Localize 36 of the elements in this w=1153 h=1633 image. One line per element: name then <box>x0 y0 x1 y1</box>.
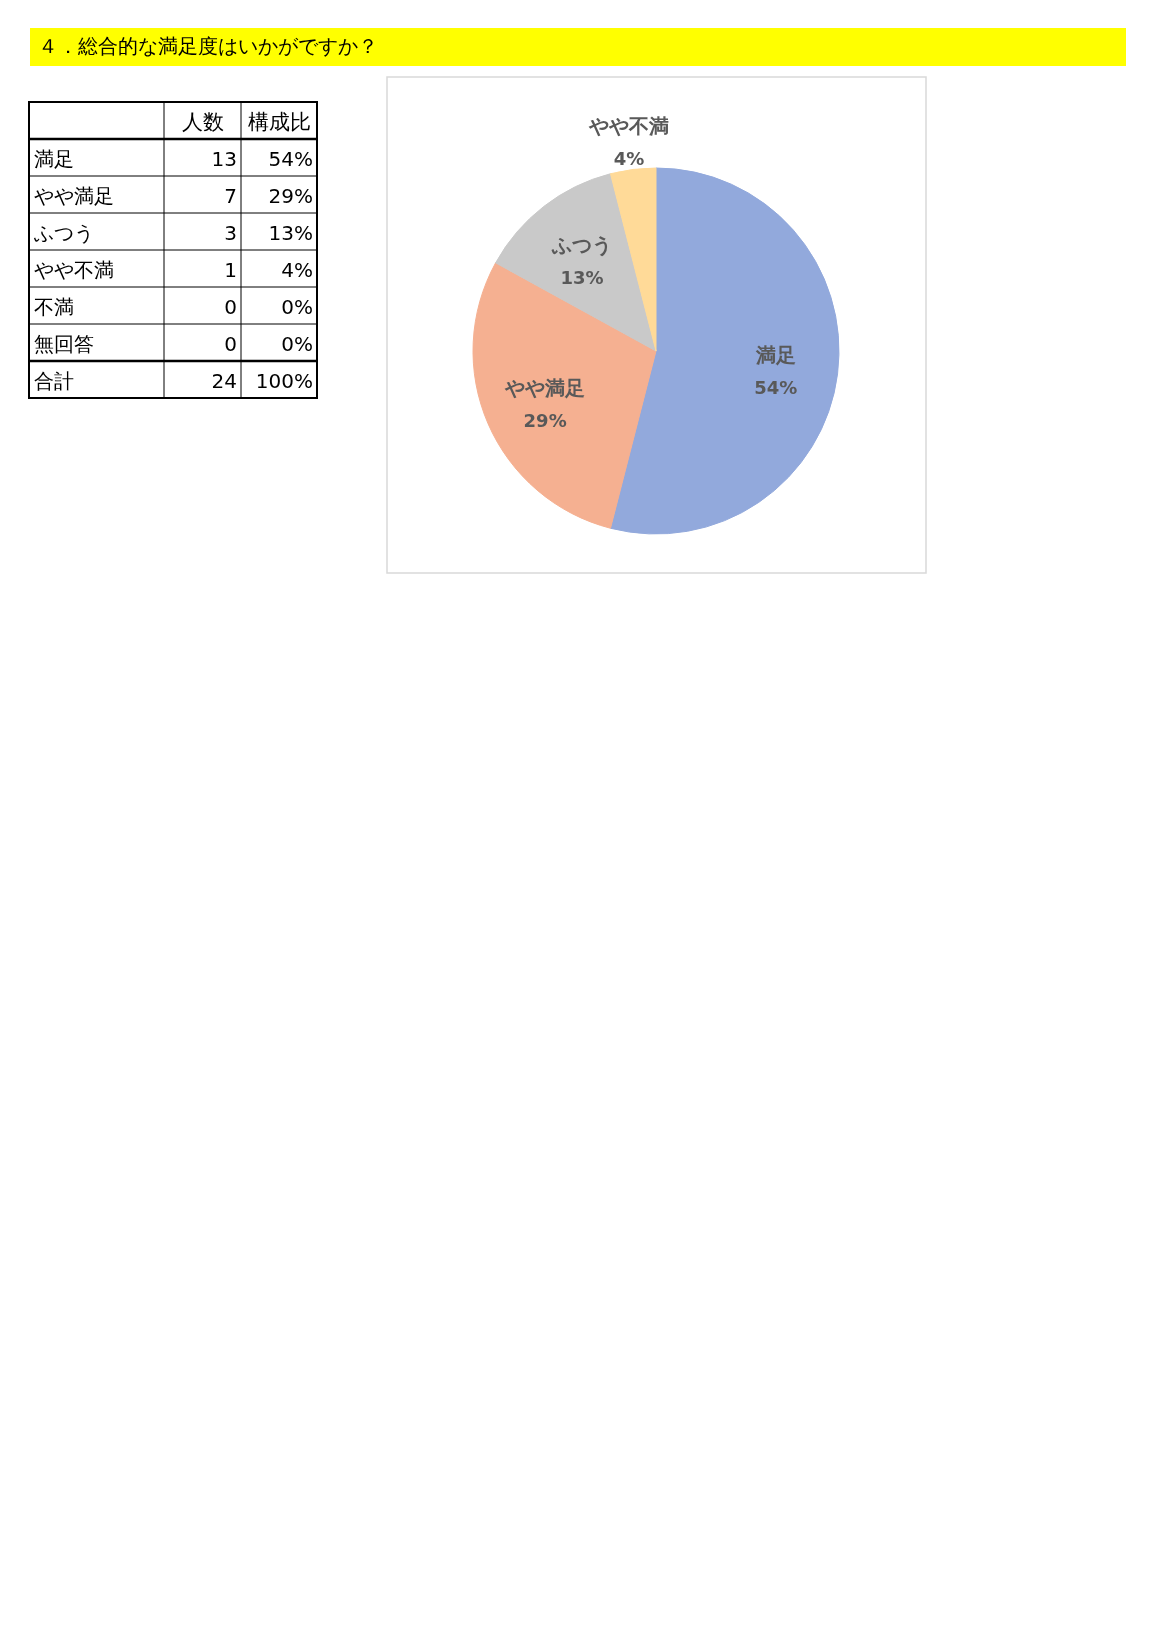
data-label: 0% <box>281 295 313 319</box>
pie-slice <box>609 167 840 535</box>
slice-label: ふつう <box>550 232 612 257</box>
data-label: 0 <box>224 295 237 319</box>
data-label: 29% <box>523 409 567 431</box>
data-label: 4% <box>281 258 313 282</box>
pie-slice <box>495 173 657 352</box>
slice-label: やや不満 <box>587 113 669 138</box>
data-label: 0 <box>224 332 237 356</box>
text: ４．総合的な満足度はいかがですか？ <box>38 34 378 58</box>
data-label: 54% <box>754 377 798 399</box>
data-label: 3 <box>224 221 237 245</box>
data-label: 100% <box>255 369 313 393</box>
data-label: 13% <box>268 221 313 245</box>
data-label: 29% <box>268 184 313 208</box>
data-label: 24 <box>211 369 237 393</box>
data-label: 54% <box>268 147 313 171</box>
data-label: 13 <box>211 147 237 171</box>
pie-slice <box>472 262 657 529</box>
category-label: 不満 <box>34 295 74 319</box>
category-label: 無回答 <box>34 332 94 356</box>
category-label: やや不満 <box>34 258 114 282</box>
text: 人数 <box>181 110 224 134</box>
slice-label: やや満足 <box>504 375 586 400</box>
text: 構成比 <box>247 110 311 134</box>
category-label: ふつう <box>33 221 94 245</box>
data-label: 13% <box>560 266 604 288</box>
data-label: 7 <box>224 184 237 208</box>
slice-label: 満足 <box>754 343 796 368</box>
data-label: 0% <box>281 332 313 356</box>
category-label: 合計 <box>34 369 74 393</box>
data-label: 1 <box>224 258 237 282</box>
category-label: 満足 <box>34 147 74 171</box>
pie-slice <box>609 167 657 352</box>
category-label: やや満足 <box>34 184 114 208</box>
data-label: 4% <box>613 147 645 169</box>
